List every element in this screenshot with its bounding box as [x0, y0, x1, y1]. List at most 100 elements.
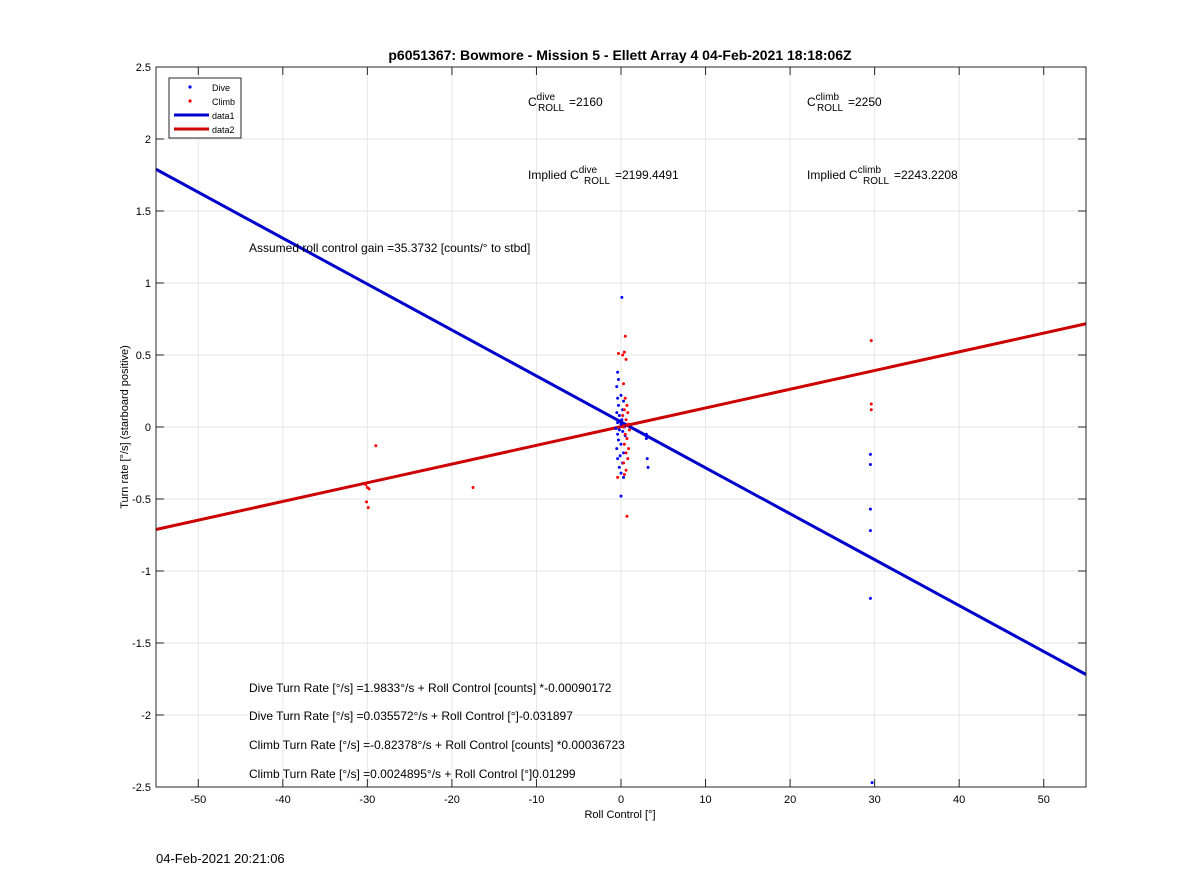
dive-point	[620, 295, 624, 299]
dive-point	[619, 442, 623, 446]
y-tick-label: 2	[145, 134, 151, 146]
climb-degrees-equation: Climb Turn Rate [°/s] =0.0024895°/s + Ro…	[249, 767, 576, 781]
climb-point	[869, 408, 873, 412]
y-tick-label: -1	[141, 566, 151, 578]
climb-point	[623, 334, 627, 338]
dive-counts-equation: Dive Turn Rate [°/s] =1.9833°/s + Roll C…	[249, 681, 612, 695]
dive-point	[615, 447, 619, 451]
climb-point	[616, 352, 620, 356]
climb-point	[627, 428, 631, 432]
climb-point	[625, 403, 629, 407]
x-tick-label: 50	[1038, 794, 1050, 806]
y-tick-label: -1.5	[132, 638, 151, 650]
y-axis-label: Turn rate [°/s] (starboard positive)	[119, 345, 131, 509]
climb-point	[374, 444, 378, 448]
dive-point	[616, 421, 620, 425]
legend-dive-marker	[188, 85, 192, 89]
legend-climb-label: Climb	[212, 97, 235, 107]
climb-point	[622, 382, 626, 386]
climb-point	[626, 411, 630, 415]
dive-point	[868, 507, 872, 511]
climb-point	[625, 514, 629, 518]
climb-point	[621, 413, 625, 417]
dive-point	[616, 396, 620, 400]
climb-point	[624, 418, 628, 422]
climb-point	[622, 408, 626, 412]
dive-point	[620, 418, 624, 422]
dive-point	[617, 465, 621, 469]
dive-point	[616, 377, 620, 381]
climb-point	[365, 500, 369, 504]
implied-dive-annotation: Implied Cdive ROLL =2199.4491	[528, 165, 679, 187]
climb-point	[622, 350, 626, 354]
x-tick-label: -50	[190, 794, 206, 806]
climb-point	[366, 506, 370, 510]
dive-degrees-equation: Dive Turn Rate [°/s] =0.035572°/s + Roll…	[249, 709, 573, 723]
dive-point	[622, 399, 626, 403]
dive-point	[868, 462, 872, 466]
climb-point	[471, 485, 475, 489]
y-tick-label: 2.5	[136, 62, 151, 74]
climb-point	[627, 422, 631, 426]
y-tick-label: -2	[141, 710, 151, 722]
x-tick-label: -20	[444, 794, 460, 806]
fit-lines	[155, 167, 1087, 676]
dive-point	[614, 426, 618, 430]
axis-ticks: -50 -40 -30 -20 -10 0 10 20 30 40 50-2.5-2-1.5-1-0…	[132, 62, 1086, 806]
climb-counts-equation: Climb Turn Rate [°/s] =-0.82378°/s + Rol…	[249, 738, 625, 752]
legend-data2-label: data2	[212, 125, 235, 135]
climb-point	[623, 432, 627, 436]
fit-line-data1	[155, 167, 1087, 676]
climb-point	[364, 483, 368, 487]
x-tick-label: 20	[784, 794, 796, 806]
climb-point	[624, 357, 628, 361]
dive-point	[644, 437, 648, 441]
dive-point	[622, 475, 626, 479]
roll-gain-annotation: Assumed roll control gain =35.3732 [coun…	[249, 241, 530, 255]
y-tick-label: 1	[145, 278, 151, 290]
climb-point	[616, 475, 620, 479]
dive-point	[868, 596, 872, 600]
dive-point	[646, 465, 650, 469]
x-tick-label: 40	[953, 794, 965, 806]
y-tick-label: -2.5	[132, 782, 151, 794]
x-tick-label: 0	[618, 794, 624, 806]
legend-data1-label: data1	[212, 111, 235, 121]
climb-point	[869, 339, 873, 343]
legend: Dive Climb data1 data2	[168, 77, 242, 139]
climb-point	[621, 353, 625, 357]
chart-title: p6051367: Bowmore - Mission 5 - Ellett A…	[388, 47, 852, 63]
dive-point	[616, 438, 620, 442]
dive-point	[615, 385, 619, 389]
y-tick-label: -0.5	[132, 494, 151, 506]
dive-point	[619, 494, 623, 498]
dive-point	[619, 393, 623, 397]
dive-point	[617, 413, 621, 417]
climb-point	[869, 402, 873, 406]
dive-point	[645, 457, 649, 461]
climb-point	[367, 487, 371, 491]
climb-point	[622, 473, 626, 477]
x-tick-label: 30	[869, 794, 881, 806]
climb-point	[624, 451, 628, 455]
c-climb-annotation: Cclimb ROLL =2250	[807, 92, 882, 114]
figure-timestamp: 04-Feb-2021 20:21:06	[156, 851, 285, 866]
climb-point	[625, 437, 629, 441]
climb-point	[627, 447, 631, 451]
dive-point	[622, 451, 626, 455]
dive-point	[621, 429, 625, 433]
dive-point	[617, 428, 621, 432]
y-tick-label: 1.5	[136, 206, 151, 218]
dive-point	[619, 422, 623, 426]
data-points	[364, 295, 874, 785]
climb-point	[622, 425, 626, 429]
x-tick-label: -30	[359, 794, 375, 806]
dive-point	[618, 454, 622, 458]
dive-point	[619, 471, 623, 475]
x-tick-label: -10	[529, 794, 545, 806]
climb-point	[622, 442, 626, 446]
dive-point	[616, 403, 620, 407]
climb-point	[624, 468, 628, 472]
c-dive-annotation: Cdive ROLL =2160	[528, 92, 603, 114]
